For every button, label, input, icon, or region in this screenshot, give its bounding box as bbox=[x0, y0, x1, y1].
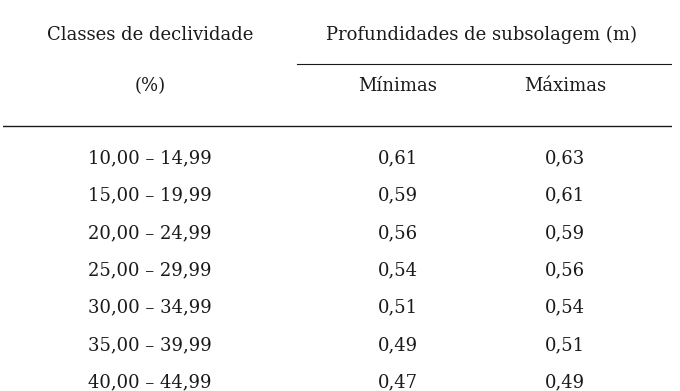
Text: (%): (%) bbox=[135, 77, 165, 95]
Text: 0,49: 0,49 bbox=[377, 336, 418, 354]
Text: 0,56: 0,56 bbox=[377, 224, 418, 242]
Text: Profundidades de subsolagem (m): Profundidades de subsolagem (m) bbox=[326, 26, 636, 44]
Text: 0,54: 0,54 bbox=[377, 262, 418, 280]
Text: 15,00 – 19,99: 15,00 – 19,99 bbox=[88, 187, 212, 204]
Text: 35,00 – 39,99: 35,00 – 39,99 bbox=[88, 336, 212, 354]
Text: Classes de declividade: Classes de declividade bbox=[47, 26, 253, 44]
Text: 0,54: 0,54 bbox=[545, 299, 585, 317]
Text: 10,00 – 14,99: 10,00 – 14,99 bbox=[88, 149, 212, 167]
Text: 40,00 – 44,99: 40,00 – 44,99 bbox=[88, 374, 211, 391]
Text: 0,59: 0,59 bbox=[545, 224, 585, 242]
Text: 0,47: 0,47 bbox=[377, 374, 418, 391]
Text: Mínimas: Mínimas bbox=[358, 77, 437, 95]
Text: 0,61: 0,61 bbox=[545, 187, 585, 204]
Text: 25,00 – 29,99: 25,00 – 29,99 bbox=[88, 262, 211, 280]
Text: 0,61: 0,61 bbox=[377, 149, 418, 167]
Text: 30,00 – 34,99: 30,00 – 34,99 bbox=[88, 299, 212, 317]
Text: 0,59: 0,59 bbox=[377, 187, 418, 204]
Text: 0,51: 0,51 bbox=[377, 299, 418, 317]
Text: Máximas: Máximas bbox=[524, 77, 606, 95]
Text: 0,49: 0,49 bbox=[545, 374, 585, 391]
Text: 20,00 – 24,99: 20,00 – 24,99 bbox=[88, 224, 211, 242]
Text: 0,63: 0,63 bbox=[545, 149, 585, 167]
Text: 0,56: 0,56 bbox=[545, 262, 585, 280]
Text: 0,51: 0,51 bbox=[545, 336, 585, 354]
